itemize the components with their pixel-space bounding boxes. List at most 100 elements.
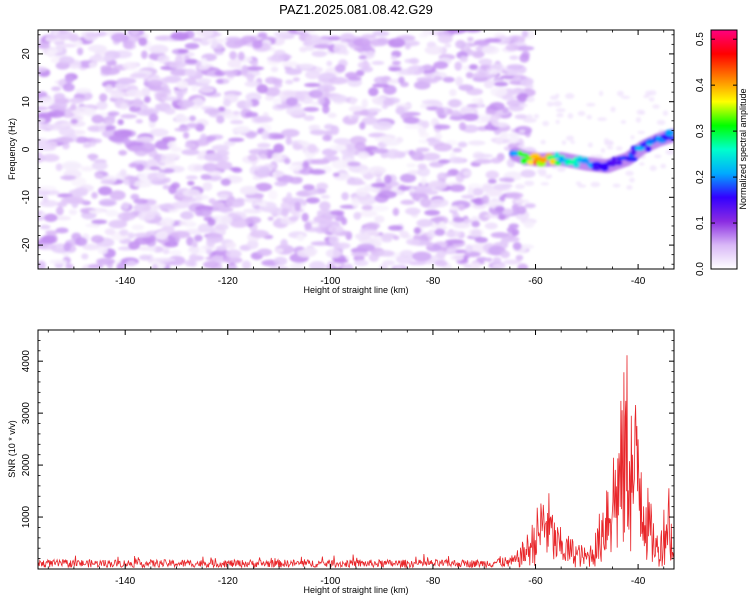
heatmap-cell [63,242,71,252]
heatmap-cell [225,249,242,259]
heatmap-cell [437,34,453,44]
heatmap-cell [215,161,233,170]
heatmap-cell [91,219,108,225]
heatmap-cell [361,43,373,52]
heatmap-cell [108,219,128,229]
heatmap-cell [458,84,474,91]
heatmap-cell [310,158,330,165]
heatmap-cell [204,152,223,162]
heatmap-cell [38,106,49,111]
heatmap-cell [472,159,493,164]
heatmap-cell [141,50,148,60]
heatmap-cell [500,250,511,259]
heatmap-cell [191,240,198,247]
heatmap-cell [353,212,362,220]
heatmap-cell [149,128,169,137]
spectrogram-x-label: Height of straight line (km) [303,285,408,295]
heatmap-cell [648,90,657,96]
heatmap-cell [242,197,261,203]
heatmap-cell [643,94,649,99]
heatmap-cell [654,154,662,159]
heatmap-cell [455,76,464,87]
heatmap-cell [303,106,320,112]
y-tick-label: 20 [21,48,32,60]
heatmap-cell [421,152,441,161]
x-tick-label: -120 [218,276,238,287]
heatmap-cell [481,195,490,205]
heatmap-cell [662,110,669,116]
heatmap-cell [215,245,228,252]
heatmap-cell [328,35,342,41]
heatmap-cell [53,92,66,101]
heatmap-cell [313,39,333,45]
heatmap-cell [184,68,197,77]
heatmap-cell [395,255,414,265]
heatmap-cell [385,149,401,159]
heatmap-cell [345,143,357,152]
heatmap-cell [57,201,68,208]
heatmap-cell [104,84,114,94]
snr-axes: -140 -120 -100 -80 -60 -40 1000 2000 3000 4000 [21,330,674,587]
heatmap-cell [197,208,212,217]
heatmap-cell [187,180,195,186]
colorbar-tick-label: 0.4 [695,78,706,92]
heatmap-cell [241,260,252,269]
heatmap-cell [377,190,397,199]
heatmap-cell [449,205,460,211]
heatmap-cell [430,217,445,222]
heatmap-cell [328,235,340,245]
heatmap-cell [489,68,499,76]
heatmap-cell [270,66,279,73]
y-tick-label: -20 [21,237,32,252]
heatmap-cell [272,97,281,106]
heatmap-cell [586,114,593,120]
heatmap-cell [374,215,385,224]
colorbar-ticks: 0.0 0.1 0.2 0.3 0.4 0.5 [695,32,737,276]
heatmap-cell [38,185,57,191]
heatmap-cell [467,186,474,197]
heatmap-cell [69,97,85,104]
heatmap-cell [245,208,256,214]
heatmap-cell [540,182,550,186]
heatmap-cell [409,187,416,193]
heatmap-cell [246,73,255,82]
heatmap-cell [90,235,104,244]
heatmap-cell [500,131,509,140]
heatmap-cell [580,158,590,164]
heatmap-cell [626,185,633,190]
heatmap-cell [322,134,332,142]
heatmap-cell [364,222,381,230]
heatmap-cell [156,171,166,179]
heatmap-cell [82,142,92,148]
heatmap-cell [127,232,135,239]
heatmap-cell [422,64,433,71]
heatmap-cell [517,92,529,103]
heatmap-cell [462,219,473,224]
heatmap-cell [281,61,299,68]
heatmap-cell [232,167,243,173]
heatmap-cell [417,163,427,170]
heatmap-cell [38,112,58,118]
heatmap-cell [484,213,501,219]
heatmap-blobs [38,30,674,269]
heatmap-cell [96,101,108,110]
heatmap-cell [209,175,223,181]
x-tick-label: -120 [218,576,238,587]
heatmap-cell [149,166,161,171]
heatmap-cell [264,95,275,101]
heatmap-cell [463,170,472,177]
heatmap-cell [184,142,197,149]
heatmap-cell [355,69,365,77]
heatmap-cell [485,170,499,180]
heatmap-cell [43,213,58,222]
heatmap-cell [58,127,75,137]
heatmap-cell [285,97,299,106]
heatmap-cell [356,243,375,252]
y-tick-label: 3000 [21,402,32,425]
heatmap-cell [577,184,587,188]
heatmap-cell [341,192,349,201]
snr-x-label: Height of straight line (km) [303,585,408,595]
heatmap-cell [105,120,115,125]
heatmap-cell [241,64,249,75]
heatmap-cell [55,215,72,221]
